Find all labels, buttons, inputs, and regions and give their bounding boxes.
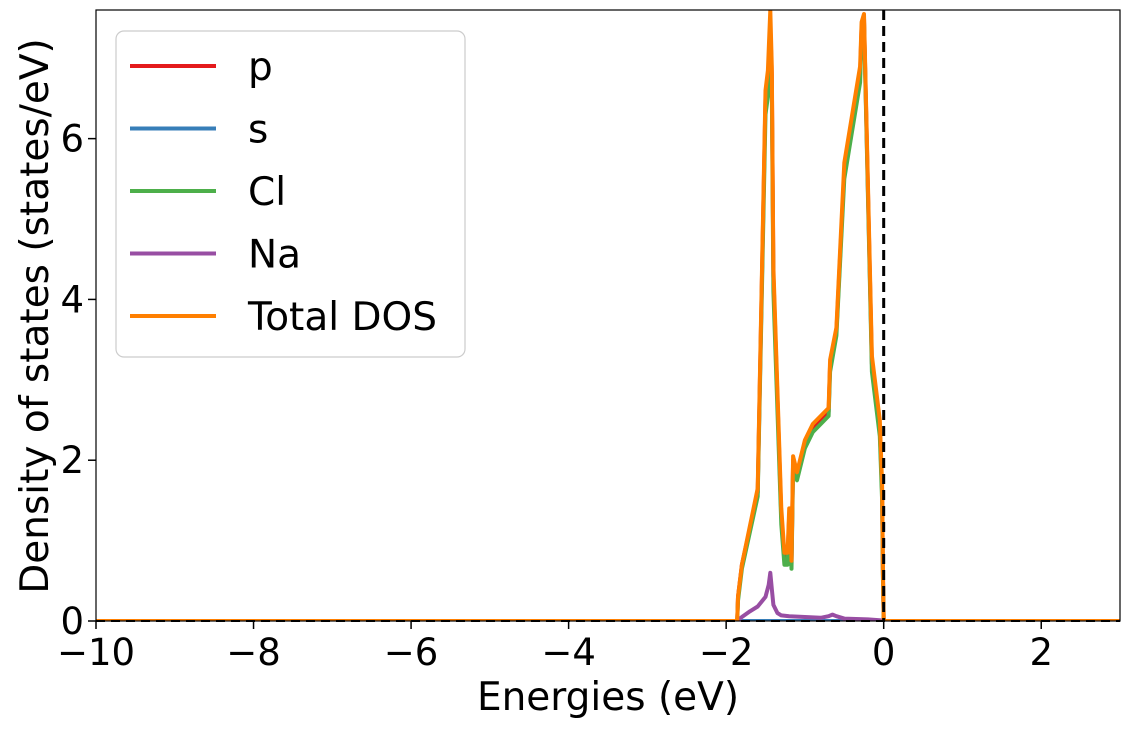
series-line-na xyxy=(96,570,1120,621)
x-tick-label: 2 xyxy=(1029,631,1053,674)
y-tick-label: 2 xyxy=(60,439,84,482)
y-tick-label: 4 xyxy=(60,278,84,321)
legend-label-p: p xyxy=(248,45,273,90)
x-tick-label: −6 xyxy=(384,631,439,674)
y-tick-label: 6 xyxy=(60,118,84,161)
legend-label-na: Na xyxy=(248,233,301,278)
legend-label-total-dos: Total DOS xyxy=(247,295,437,340)
y-axis-title: Density of states (states/eV) xyxy=(13,38,58,594)
x-tick-label: 0 xyxy=(872,631,896,674)
series-line-total-dos xyxy=(96,10,1120,621)
x-tick-label: −10 xyxy=(57,631,135,674)
legend-label-cl: Cl xyxy=(248,170,286,215)
y-tick-label: 0 xyxy=(60,600,84,643)
plot-frame xyxy=(95,9,1121,622)
legend-box xyxy=(115,30,466,358)
x-axis: −10 −8 −6 −4 −2 0 2 xyxy=(57,621,1053,674)
x-tick-label: −8 xyxy=(226,631,281,674)
series-layer xyxy=(96,10,1120,621)
legend: ps Cl Na Total DOS xyxy=(115,30,466,358)
x-tick-label: −2 xyxy=(699,631,754,674)
y-axis: 0 2 4 6 xyxy=(60,118,96,643)
x-axis-title: Energies (eV) xyxy=(477,675,739,720)
x-tick-label: −4 xyxy=(541,631,596,674)
legend-label-s: s xyxy=(248,108,268,153)
